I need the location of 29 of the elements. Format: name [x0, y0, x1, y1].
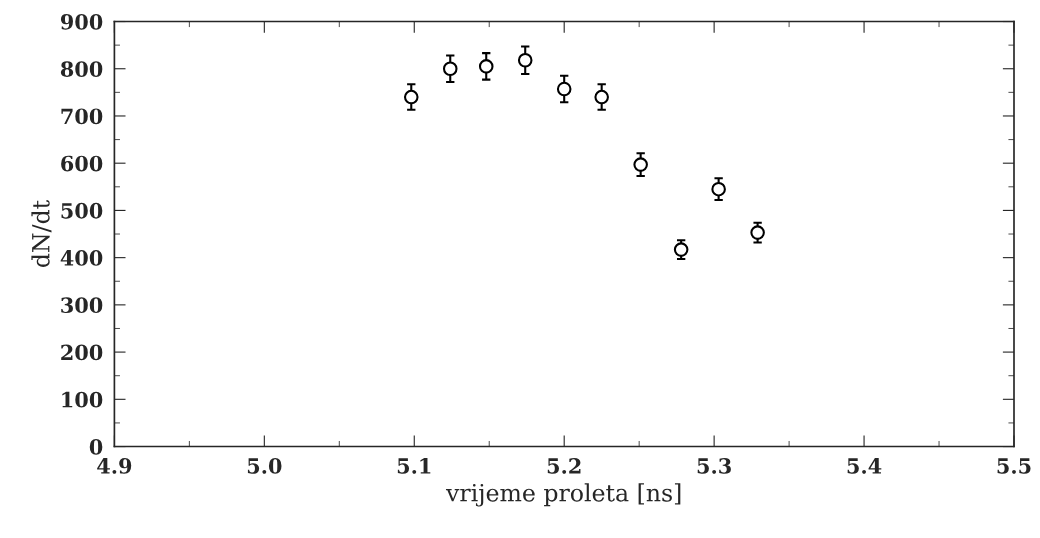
point [673, 242, 689, 257]
y-tick-label: 100 [62, 391, 103, 408]
y-tick-label: 500 [61, 202, 103, 219]
point [517, 52, 533, 68]
point [750, 225, 765, 240]
x-tick-label: 5.3 [697, 458, 731, 474]
point [711, 181, 726, 197]
x-tick-label: 5.5 [997, 458, 1031, 474]
y-tick-label: 200 [61, 344, 103, 361]
y-tick-label: 600 [61, 155, 103, 172]
x-tick-label: 4.9 [97, 458, 132, 474]
y-tick-label: 300 [61, 297, 103, 314]
point [442, 61, 458, 77]
y-tick-label: 800 [60, 61, 103, 77]
x-tick-label: 5.0 [247, 458, 282, 474]
point [478, 59, 494, 74]
point [403, 89, 419, 105]
y-tick-label: 400 [60, 250, 103, 266]
x-tick-label: 5.2 [547, 458, 581, 474]
y-tick-label: 0 [89, 438, 103, 455]
x-axis-title: vrijeme proleta [ns] [445, 483, 681, 507]
y-axis-title: dN/dt [31, 200, 52, 268]
y-tick-label: 900 [60, 13, 103, 30]
point [633, 157, 648, 172]
y-tick-label: 700 [61, 108, 103, 125]
x-tick-label: 5.1 [397, 458, 431, 474]
point [556, 81, 572, 97]
point [594, 89, 609, 105]
x-tick-label: 5.4 [847, 458, 882, 474]
